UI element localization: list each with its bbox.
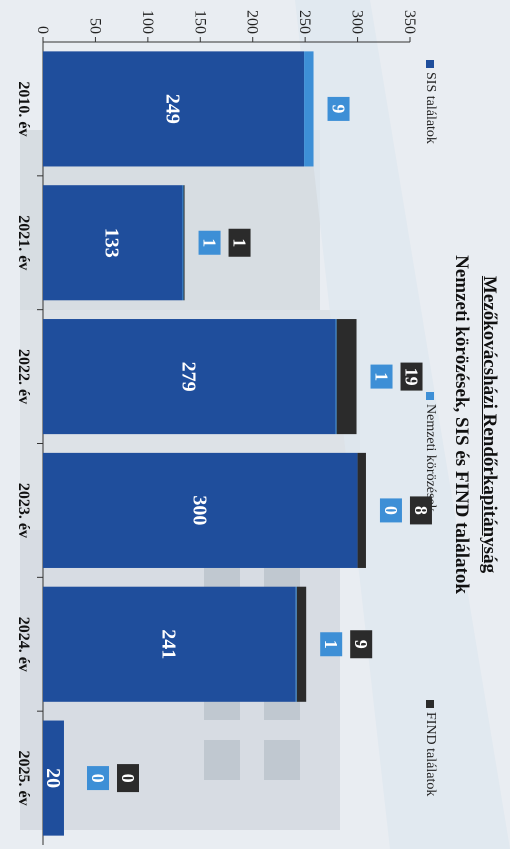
x-category-label: 2023. év [15, 483, 32, 538]
bar-nemzeti [304, 51, 314, 167]
y-tick-label: 100 [139, 10, 156, 34]
x-category-label: 2010. év [15, 81, 32, 136]
data-label-find: 19 [402, 368, 422, 386]
x-category-label: 2021. év [15, 215, 32, 270]
x-category-label: 2022. év [15, 349, 32, 404]
bar-find [296, 586, 307, 702]
data-label-nemzeti: 1 [321, 640, 341, 649]
bar-find [336, 319, 357, 435]
data-label-box-find [350, 630, 373, 659]
data-label-sis: 133 [101, 228, 123, 258]
bar-sis [42, 185, 183, 301]
data-label-find: 9 [351, 640, 371, 649]
data-label-nemzeti: 0 [88, 774, 108, 783]
data-label-box-find [228, 228, 251, 257]
data-label-box-find [400, 362, 423, 391]
data-label-sis: 279 [177, 362, 199, 392]
data-label-box-nemzeti [87, 766, 109, 791]
data-label-sis: 241 [157, 629, 179, 659]
data-label-nemzeti: 0 [381, 506, 401, 515]
y-tick-label: 250 [296, 10, 313, 34]
data-label-nemzeti: 1 [372, 372, 392, 381]
y-tick-label: 300 [349, 10, 366, 34]
bar-find [357, 452, 366, 568]
bar-sis [43, 586, 296, 702]
bar-nemzeti [182, 185, 184, 301]
data-label-box-find [409, 496, 432, 525]
y-tick-label: 150 [191, 10, 208, 34]
data-label-box-nemzeti [320, 632, 343, 657]
y-tick-label: 350 [401, 10, 418, 34]
data-label-box-nemzeti [370, 364, 393, 389]
bar-nemzeti [335, 319, 337, 435]
y-tick-label: 50 [86, 18, 103, 34]
bar-sis [42, 51, 305, 167]
x-category-label: 2024. év [15, 617, 32, 672]
bar-sis [43, 319, 336, 435]
data-label-find: 1 [230, 238, 250, 247]
data-label-nemzeti: 1 [200, 238, 220, 247]
bar-find [183, 185, 185, 301]
bar-nemzeti [295, 586, 297, 702]
x-category-label: 2025. év [15, 751, 32, 806]
data-label-find: 0 [118, 774, 138, 783]
data-label-sis: 249 [162, 94, 184, 124]
data-label-find: 8 [411, 506, 431, 515]
y-tick-label: 200 [244, 10, 261, 34]
data-label-box-nemzeti [198, 230, 221, 255]
bar-sis [42, 452, 358, 568]
y-tick-label: 0 [34, 26, 51, 34]
data-label-sis: 300 [188, 495, 210, 525]
bar-sis [43, 720, 64, 836]
data-label-box-nemzeti [327, 96, 350, 121]
data-label-box-nemzeti [379, 498, 402, 523]
data-label-nemzeti: 9 [329, 104, 349, 113]
data-label-sis: 20 [42, 768, 64, 788]
data-label-box-find [117, 764, 139, 793]
